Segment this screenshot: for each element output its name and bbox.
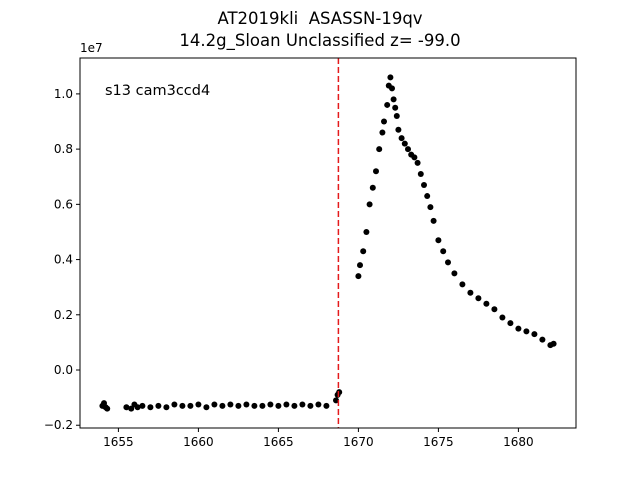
data-point xyxy=(211,401,218,408)
chart-title: AT2019kli ASASSN-19qv xyxy=(217,9,423,28)
data-point xyxy=(507,320,514,327)
data-point xyxy=(283,401,290,408)
data-point xyxy=(451,270,458,277)
data-point xyxy=(376,146,383,153)
data-point xyxy=(384,101,391,108)
data-point xyxy=(235,402,242,409)
data-point xyxy=(187,402,194,409)
data-point xyxy=(355,273,362,280)
data-point xyxy=(381,118,387,125)
data-point xyxy=(414,159,421,166)
data-point xyxy=(421,182,427,189)
data-point xyxy=(539,336,546,343)
x-tick-label: 1670 xyxy=(343,435,374,449)
data-point xyxy=(379,129,386,136)
data-point xyxy=(395,126,402,133)
data-point xyxy=(515,325,522,332)
data-point xyxy=(369,184,376,191)
data-point xyxy=(417,170,424,177)
data-point xyxy=(251,402,258,409)
y-tick-label: 0.6 xyxy=(54,197,73,211)
data-point xyxy=(203,404,210,411)
x-tick-label: 1660 xyxy=(183,435,214,449)
chart-annotation: s13 cam3ccd4 xyxy=(105,83,210,99)
data-point xyxy=(291,402,298,409)
data-point xyxy=(227,401,234,408)
data-point xyxy=(360,248,367,255)
data-point xyxy=(393,112,400,119)
data-point xyxy=(219,402,226,409)
x-tick-label: 1680 xyxy=(503,435,534,449)
data-point xyxy=(267,401,274,408)
data-point xyxy=(128,405,135,412)
data-point xyxy=(459,281,466,288)
data-point xyxy=(445,259,451,266)
x-tick-label: 1675 xyxy=(423,435,454,449)
data-point xyxy=(147,404,154,411)
data-point xyxy=(483,300,490,307)
data-point xyxy=(491,306,498,313)
data-point xyxy=(387,74,394,81)
data-point xyxy=(389,85,395,92)
data-point xyxy=(366,201,373,208)
data-point xyxy=(392,104,399,111)
data-point xyxy=(243,401,250,408)
x-tick-label: 1665 xyxy=(263,435,294,449)
data-point xyxy=(134,404,141,411)
y-axis-offset-label: 1e7 xyxy=(80,41,103,55)
plot-area-frame xyxy=(79,57,577,429)
data-point xyxy=(307,402,314,409)
data-point xyxy=(390,96,397,103)
data-point xyxy=(373,168,379,175)
data-point xyxy=(163,404,170,411)
data-point xyxy=(440,248,447,255)
y-tick-label: 0.2 xyxy=(54,308,73,322)
data-point xyxy=(435,237,442,244)
data-point xyxy=(333,397,339,404)
x-tick-label: 1655 xyxy=(103,435,134,449)
y-tick-label: 0.8 xyxy=(54,142,73,156)
data-point xyxy=(195,401,202,408)
data-point xyxy=(363,228,370,235)
data-points xyxy=(99,74,557,412)
chart-subtitle: 14.2g_Sloan Unclassified z= -99.0 xyxy=(179,31,461,50)
data-point xyxy=(523,328,530,335)
data-point xyxy=(424,193,431,200)
y-tick-label: 1.0 xyxy=(54,87,73,101)
data-point xyxy=(499,314,506,321)
data-point xyxy=(123,404,130,411)
data-point xyxy=(171,401,178,408)
data-point xyxy=(405,146,411,153)
data-point xyxy=(336,389,343,396)
data-point xyxy=(398,135,405,142)
data-point xyxy=(259,402,266,409)
data-point xyxy=(531,331,538,338)
data-point xyxy=(299,401,306,408)
data-point xyxy=(179,402,186,409)
y-tick-label: −0.2 xyxy=(44,418,73,432)
data-point xyxy=(427,204,434,211)
data-point xyxy=(411,154,418,161)
data-point xyxy=(357,262,363,269)
data-point xyxy=(550,340,557,347)
data-point xyxy=(475,295,482,302)
x-axis: 1655 1660 1665 1670 1675 1680 xyxy=(103,428,534,449)
data-point xyxy=(323,402,330,409)
data-point xyxy=(430,217,437,224)
data-point xyxy=(275,402,282,409)
y-tick-label: 0.0 xyxy=(54,363,73,377)
data-point xyxy=(104,405,111,412)
data-point xyxy=(315,401,322,408)
data-point xyxy=(467,289,474,296)
y-axis: −0.2 0.0 0.2 0.4 0.6 0.8 1.0 xyxy=(44,87,80,432)
y-tick-label: 0.4 xyxy=(54,253,73,267)
data-point xyxy=(155,402,162,409)
data-point xyxy=(139,402,146,409)
data-point xyxy=(401,140,408,147)
